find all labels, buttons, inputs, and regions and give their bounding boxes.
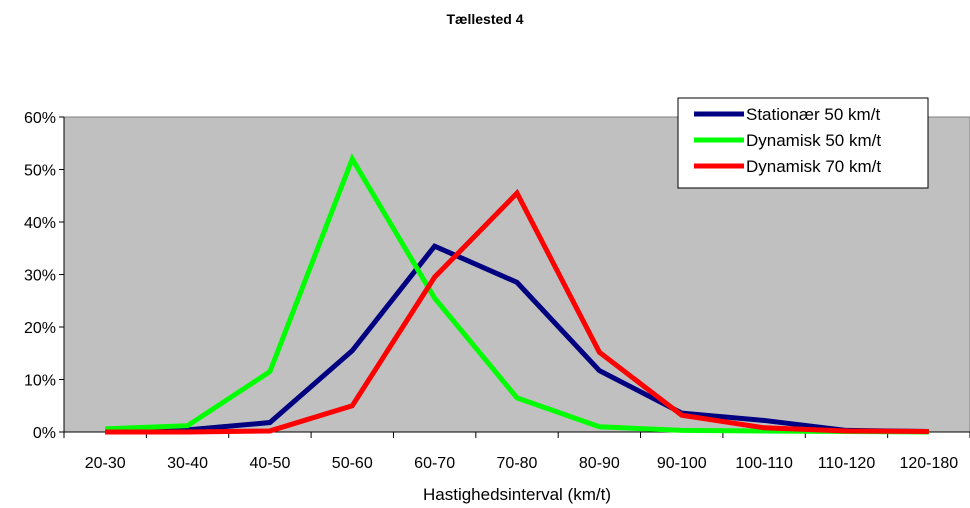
y-tick-label: 60% <box>24 110 56 127</box>
x-ticks: 20-30 30-40 40-50 50-60 60-70 70-80 80-90 90-10… <box>63 432 970 472</box>
x-tick-label: 120-180 <box>899 455 958 472</box>
x-tick-label: 80-90 <box>579 455 620 472</box>
x-tick-label: 60-70 <box>414 455 455 472</box>
y-tick-label: 20% <box>24 320 56 337</box>
x-axis-label: Hastighedsinterval (km/t) <box>423 485 611 504</box>
legend-label: Dynamisk 50 km/t <box>746 131 881 150</box>
legend: Stationær 50 km/t Dynamisk 50 km/t Dynamis… <box>677 97 929 189</box>
series-lines <box>105 153 929 435</box>
x-tick-label: 50-60 <box>332 455 373 472</box>
x-tick-label: 40-50 <box>249 455 290 472</box>
series-line-3 <box>105 188 929 435</box>
x-tick-label: 30-40 <box>167 455 208 472</box>
y-tick-label: 0% <box>33 425 56 442</box>
x-tick-label: 70-80 <box>497 455 538 472</box>
y-ticks: 0% 10% 20% 30% 40% 50% 60% <box>24 110 64 442</box>
series-line-1 <box>105 243 929 435</box>
y-tick-label: 50% <box>24 163 56 180</box>
legend-label: Dynamisk 70 km/t <box>746 157 881 176</box>
y-tick-label: 40% <box>24 215 56 232</box>
x-tick-label: 90-100 <box>657 455 707 472</box>
x-tick-label: 100-110 <box>735 455 793 472</box>
y-tick-label: 10% <box>24 373 56 390</box>
legend-label: Stationær 50 km/t <box>746 105 880 124</box>
y-tick-label: 30% <box>24 268 56 285</box>
x-tick-label: 110-120 <box>818 455 876 472</box>
chart-title: Tællested 4 <box>446 11 523 27</box>
x-tick-label: 20-30 <box>85 455 126 472</box>
